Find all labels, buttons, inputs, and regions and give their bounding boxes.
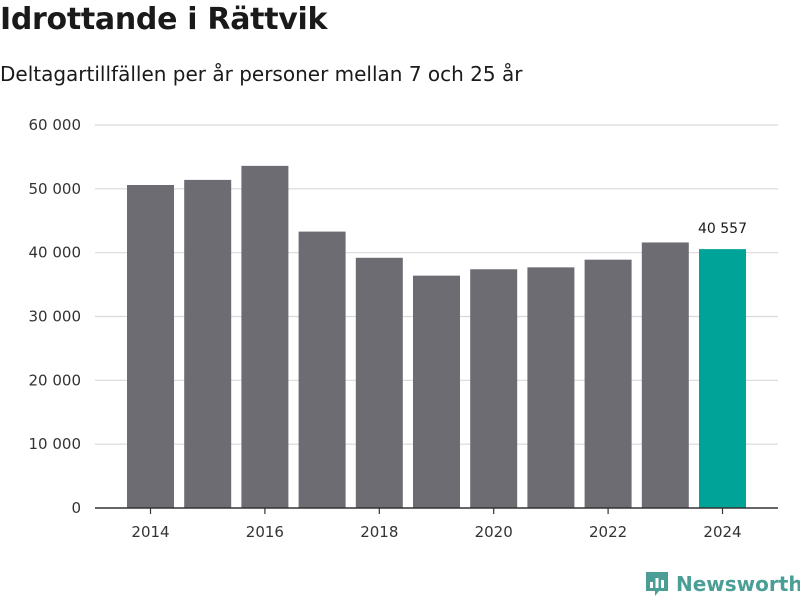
bar bbox=[470, 269, 518, 508]
chart-subtitle: Deltagartillfällen per år personer mella… bbox=[0, 62, 523, 86]
bar bbox=[527, 267, 575, 508]
bar bbox=[355, 257, 403, 508]
y-tick-label: 30 000 bbox=[29, 308, 82, 326]
data-label: 40 557 bbox=[698, 221, 747, 237]
bar bbox=[127, 185, 174, 508]
y-tick-label: 20 000 bbox=[29, 371, 82, 389]
bar bbox=[699, 249, 746, 508]
y-axis: 0 10 000 20 000 30 000 40 000 50 000 60 000 bbox=[29, 116, 82, 517]
chart-title: Idrottande i Rättvik bbox=[0, 2, 328, 37]
y-tick-label: 50 000 bbox=[29, 180, 82, 198]
bar bbox=[584, 259, 632, 508]
data-labels: 40 557 bbox=[698, 221, 747, 237]
bar bbox=[298, 231, 346, 508]
brand-name: Newsworthy bbox=[676, 572, 800, 596]
newsworthy-icon bbox=[646, 572, 668, 596]
x-tick-label: 2020 bbox=[475, 523, 513, 541]
newsworthy-logo: Newsworthy bbox=[644, 570, 800, 598]
x-tick-label: 2022 bbox=[589, 523, 627, 541]
x-tick-label: 2016 bbox=[246, 523, 284, 541]
y-tick-label: 40 000 bbox=[29, 244, 82, 262]
y-tick-label: 0 bbox=[71, 499, 81, 517]
x-axis: 2014 2016 2018 2020 2022 2024 bbox=[95, 507, 778, 541]
x-tick-label: 2018 bbox=[360, 523, 398, 541]
x-tick-label: 2024 bbox=[703, 523, 741, 541]
bar bbox=[641, 242, 689, 508]
y-tick-label: 60 000 bbox=[29, 116, 82, 134]
bar bbox=[413, 275, 460, 508]
bar bbox=[184, 179, 232, 508]
bars bbox=[127, 165, 746, 508]
x-tick-label: 2014 bbox=[131, 523, 169, 541]
bar bbox=[241, 165, 289, 508]
y-tick-label: 10 000 bbox=[29, 435, 82, 453]
